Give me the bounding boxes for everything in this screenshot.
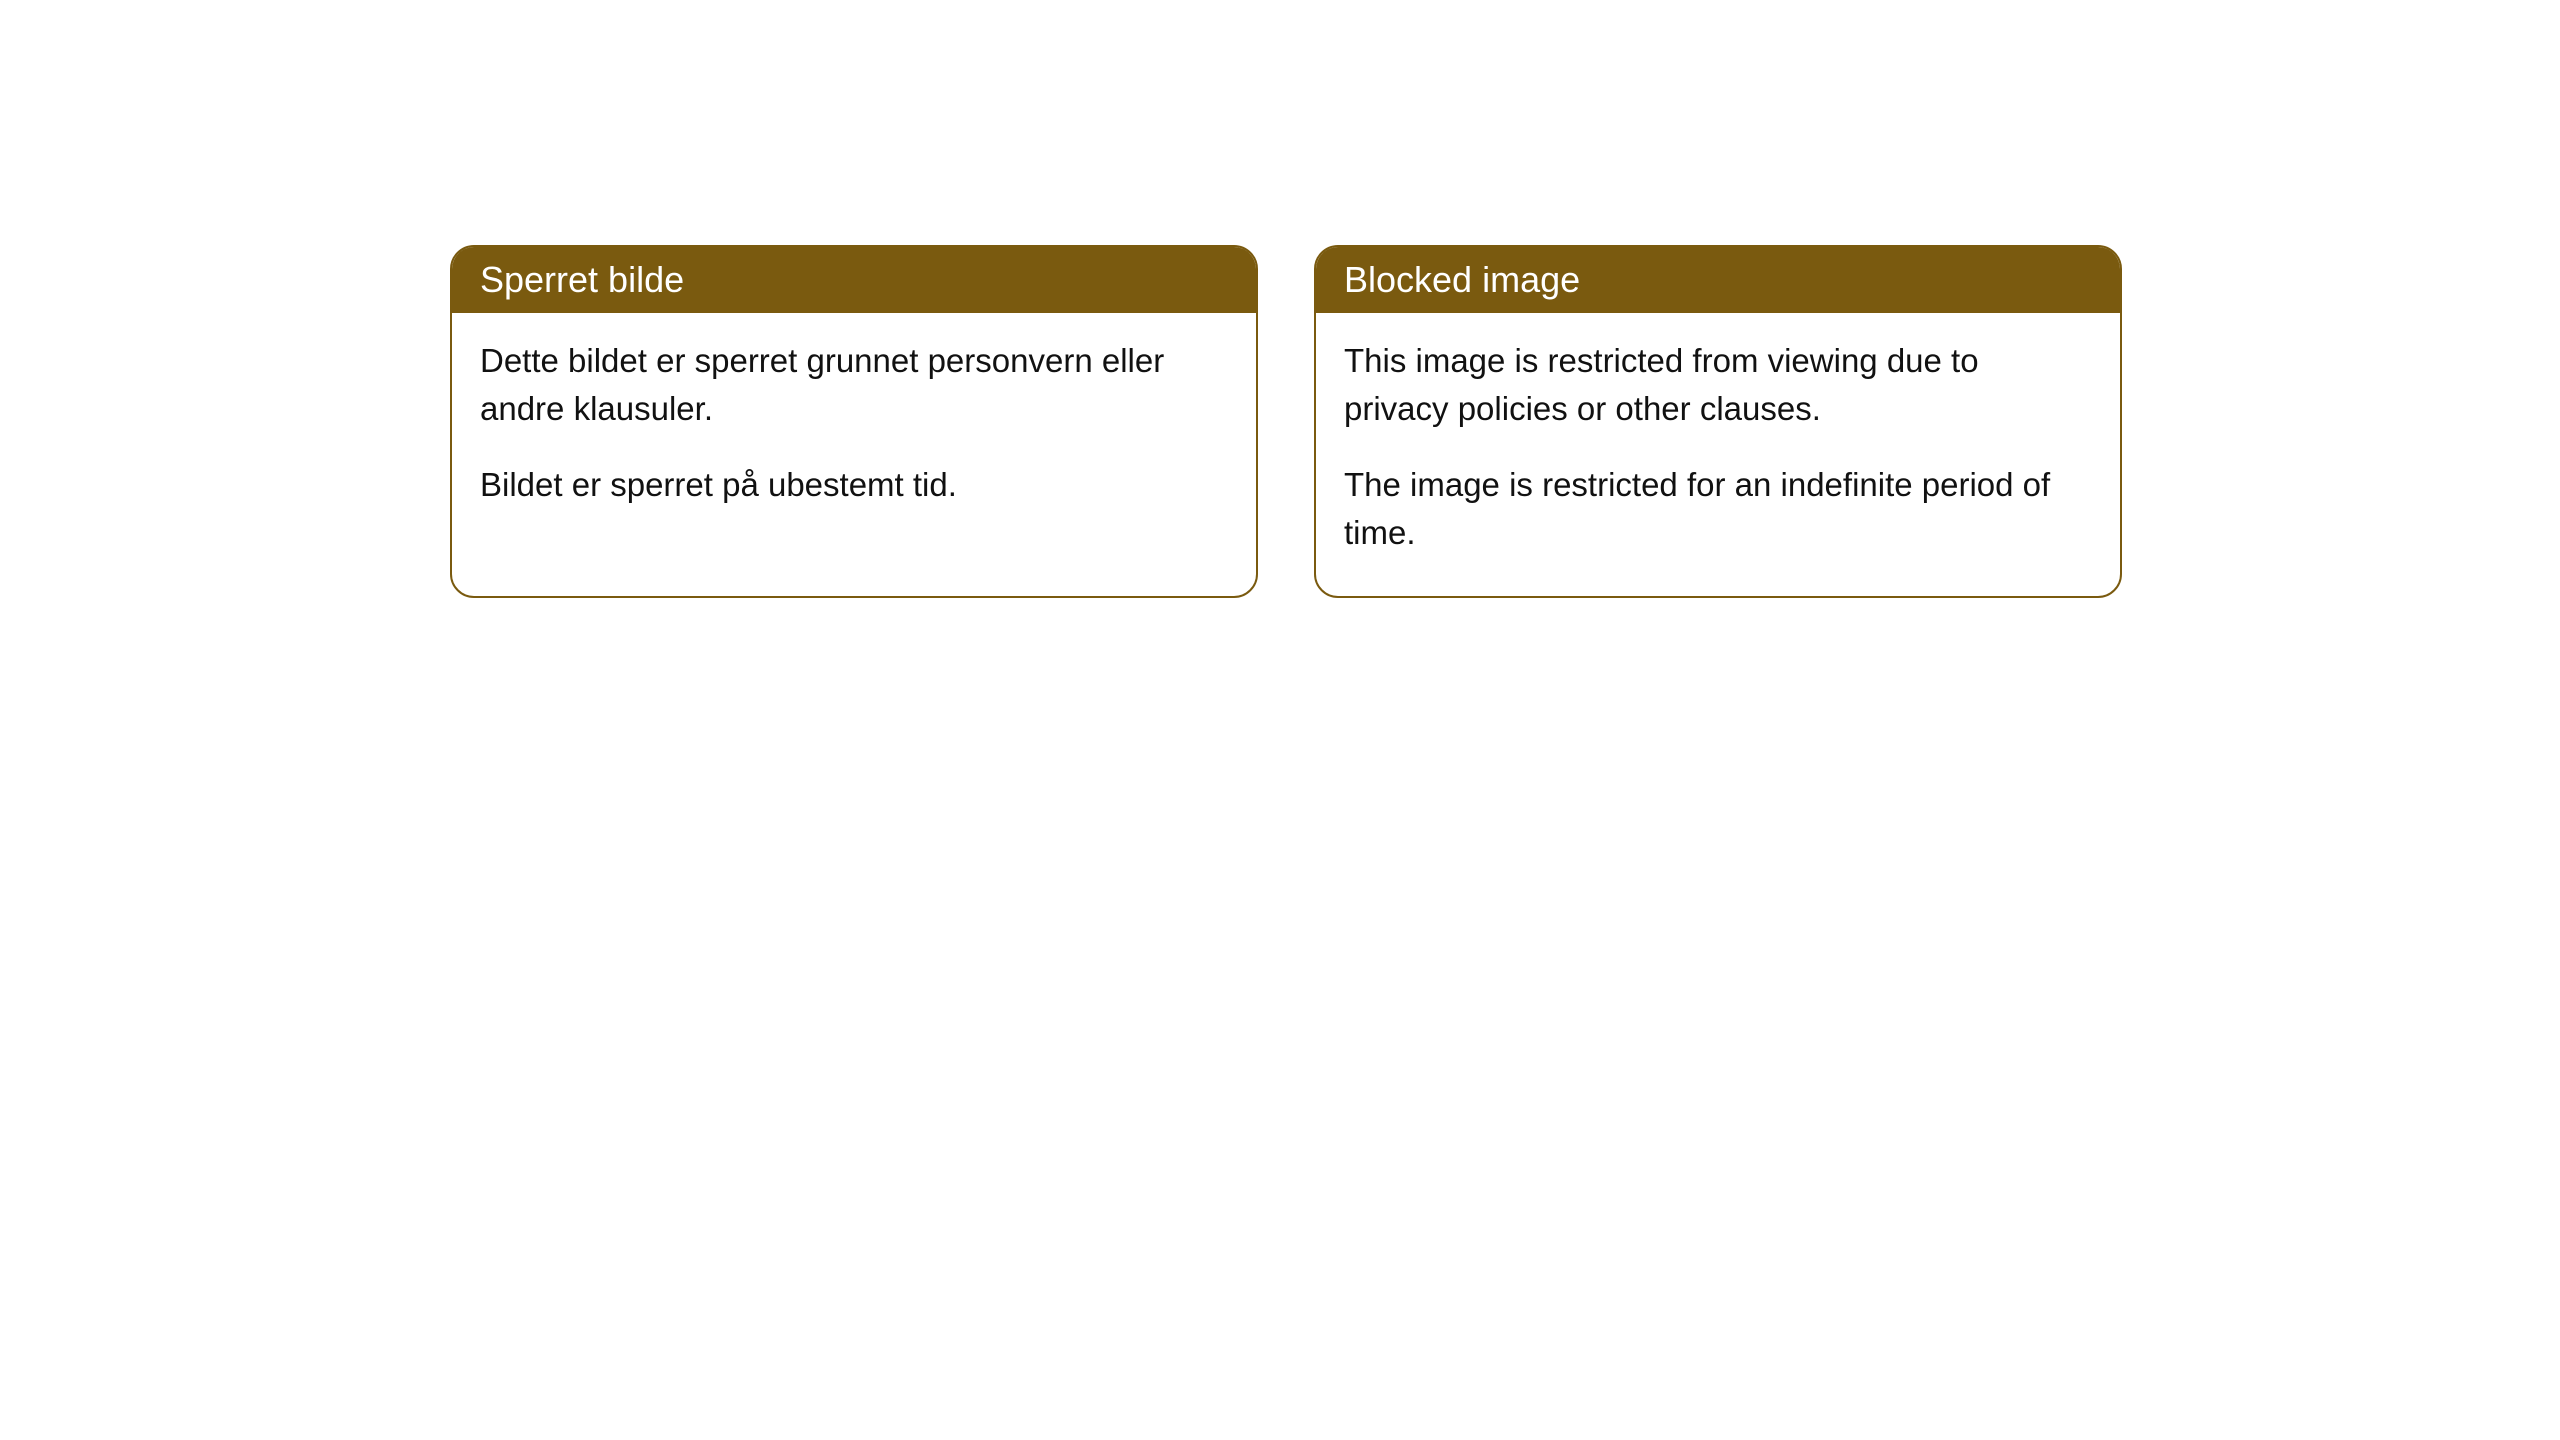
card-header: Sperret bilde <box>452 247 1256 313</box>
blocked-image-card-norwegian: Sperret bilde Dette bildet er sperret gr… <box>450 245 1258 598</box>
card-body: Dette bildet er sperret grunnet personve… <box>452 313 1256 549</box>
card-title: Sperret bilde <box>480 259 684 300</box>
card-paragraph: Bildet er sperret på ubestemt tid. <box>480 461 1228 509</box>
card-header: Blocked image <box>1316 247 2120 313</box>
card-paragraph: This image is restricted from viewing du… <box>1344 337 2092 433</box>
card-title: Blocked image <box>1344 259 1580 300</box>
card-body: This image is restricted from viewing du… <box>1316 313 2120 596</box>
blocked-image-card-english: Blocked image This image is restricted f… <box>1314 245 2122 598</box>
notice-cards-container: Sperret bilde Dette bildet er sperret gr… <box>450 245 2122 598</box>
card-paragraph: Dette bildet er sperret grunnet personve… <box>480 337 1228 433</box>
card-paragraph: The image is restricted for an indefinit… <box>1344 461 2092 557</box>
